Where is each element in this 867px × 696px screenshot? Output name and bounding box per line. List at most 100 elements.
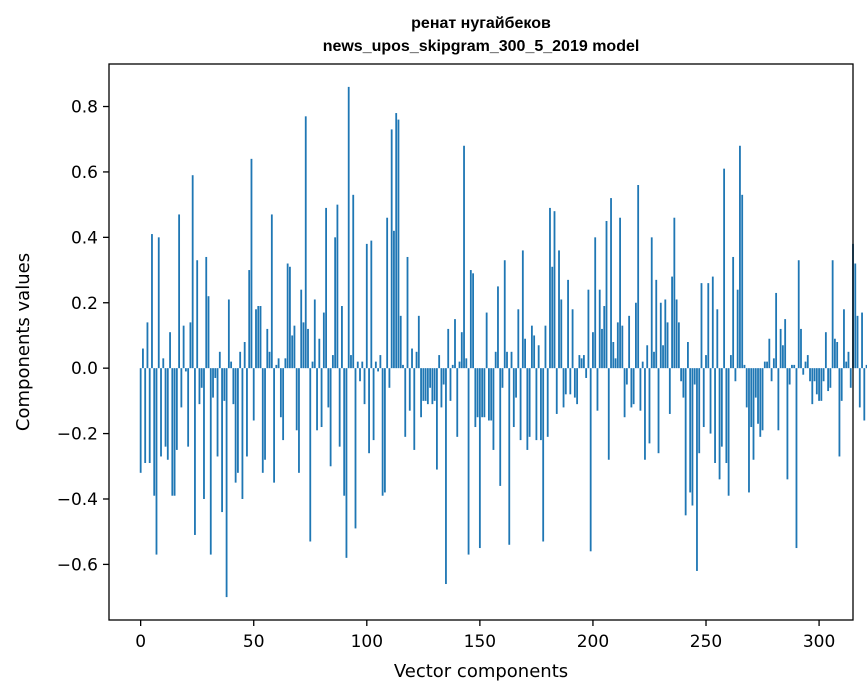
bar-114 xyxy=(397,119,400,369)
bar-255 xyxy=(716,309,719,369)
bar-273 xyxy=(757,368,759,424)
bar-289 xyxy=(793,364,796,369)
bar-173 xyxy=(530,325,533,369)
bar-65 xyxy=(286,263,289,369)
bar-153 xyxy=(485,312,488,369)
bar-94 xyxy=(352,194,355,369)
bar-223 xyxy=(644,368,646,460)
bar-224 xyxy=(646,345,649,369)
bar-243 xyxy=(689,368,692,493)
bar-157 xyxy=(494,351,497,369)
bar-152 xyxy=(483,368,486,418)
bar-148 xyxy=(474,368,477,428)
bar-220 xyxy=(637,185,640,369)
bar-305 xyxy=(829,368,832,388)
bar-186 xyxy=(560,299,563,369)
bar-321 xyxy=(865,364,867,369)
bar-156 xyxy=(492,368,495,450)
bar-80 xyxy=(320,368,323,428)
bar-134 xyxy=(442,368,445,385)
bar-104 xyxy=(374,361,377,369)
bar-30 xyxy=(207,296,210,369)
bar-2 xyxy=(144,368,147,464)
bar-264 xyxy=(736,289,739,369)
bar-76 xyxy=(311,361,314,369)
bar-267 xyxy=(743,364,746,369)
bar-190 xyxy=(569,368,572,395)
bar-163 xyxy=(508,368,511,545)
bar-15 xyxy=(173,368,176,496)
bar-60 xyxy=(275,364,278,369)
bar-93 xyxy=(350,355,352,369)
bar-7 xyxy=(155,368,158,555)
bar-98 xyxy=(361,361,364,369)
bar-35 xyxy=(218,351,221,369)
bar-177 xyxy=(540,368,542,441)
bar-279 xyxy=(770,368,773,382)
bar-258 xyxy=(723,168,726,369)
bar-142 xyxy=(460,332,463,369)
bars-group xyxy=(139,86,867,598)
bar-261 xyxy=(729,355,732,369)
bar-109 xyxy=(386,217,389,369)
bar-292 xyxy=(800,328,802,369)
bar-228 xyxy=(655,279,658,369)
y-tick-label-0: −0.6 xyxy=(57,555,98,575)
bar-194 xyxy=(578,355,581,369)
bar-230 xyxy=(659,302,662,369)
bar-288 xyxy=(791,364,793,369)
bar-184 xyxy=(555,368,558,414)
bar-40 xyxy=(230,361,233,369)
bar-241 xyxy=(684,368,687,516)
bar-200 xyxy=(592,332,594,369)
bar-62 xyxy=(279,368,282,418)
bar-285 xyxy=(784,319,787,369)
bar-115 xyxy=(399,315,402,369)
bar-302 xyxy=(822,368,825,382)
bar-222 xyxy=(641,361,644,369)
bar-166 xyxy=(515,368,517,398)
bar-202 xyxy=(596,368,599,411)
bar-167 xyxy=(517,309,520,369)
bar-237 xyxy=(675,299,678,369)
bar-169 xyxy=(521,250,524,369)
bar-150 xyxy=(478,368,481,549)
x-tick-label-250: 250 xyxy=(690,632,722,652)
bar-86 xyxy=(334,237,337,369)
bar-263 xyxy=(734,368,737,382)
bar-209 xyxy=(612,342,615,369)
bar-75 xyxy=(309,368,312,542)
bar-123 xyxy=(417,315,420,369)
bar-319 xyxy=(861,312,863,369)
bar-210 xyxy=(614,358,617,369)
bar-259 xyxy=(725,368,728,464)
bar-57 xyxy=(268,351,271,369)
bar-231 xyxy=(662,345,664,369)
bar-74 xyxy=(307,328,309,369)
bar-245 xyxy=(693,368,696,385)
bar-13 xyxy=(169,332,171,369)
bar-16 xyxy=(175,368,178,450)
bar-238 xyxy=(677,322,680,369)
bar-284 xyxy=(781,345,784,369)
bar-304 xyxy=(827,368,830,392)
bar-253 xyxy=(711,276,714,369)
bar-4 xyxy=(148,368,151,464)
bar-246 xyxy=(696,368,698,571)
bar-216 xyxy=(628,315,631,369)
bar-180 xyxy=(546,368,549,437)
bar-206 xyxy=(605,220,608,369)
bar-118 xyxy=(406,256,409,369)
bar-81 xyxy=(322,312,325,369)
bar-178 xyxy=(542,368,545,542)
bar-226 xyxy=(650,237,653,369)
bar-144 xyxy=(465,358,468,369)
bar-281 xyxy=(775,292,778,369)
bar-141 xyxy=(458,361,461,369)
bar-34 xyxy=(216,368,219,457)
bar-218 xyxy=(632,368,635,405)
bar-213 xyxy=(621,325,624,369)
bar-91 xyxy=(345,368,348,558)
bar-69 xyxy=(295,368,298,431)
bar-293 xyxy=(802,368,805,375)
